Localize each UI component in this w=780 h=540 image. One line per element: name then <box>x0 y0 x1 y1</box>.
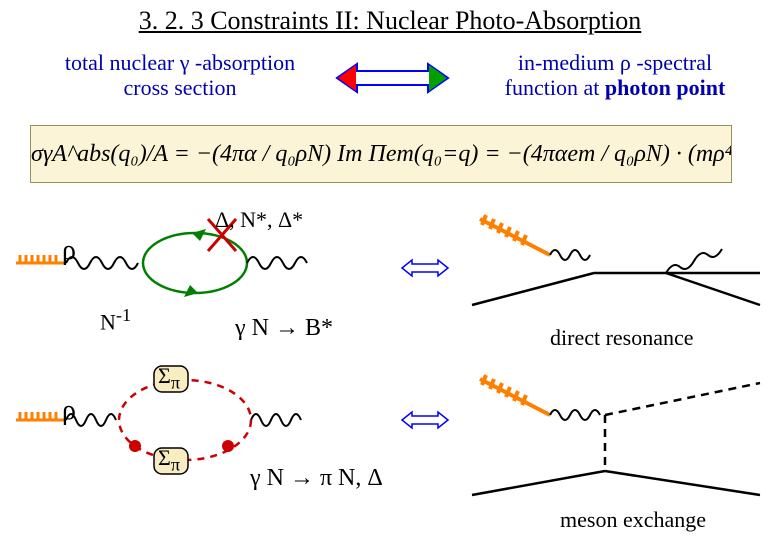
label-delta-nstar: Δ, N*, Δ* <box>215 207 303 233</box>
label-n-inverse: N-1 <box>100 305 131 335</box>
label-process-1: γ N → B* <box>235 315 333 342</box>
subtitle-left-line2: cross section <box>123 75 236 100</box>
label-n-inverse-base: N <box>100 309 116 334</box>
diagram-rho-resonance <box>10 205 390 375</box>
double-arrow-icon <box>335 58 450 98</box>
label-sigma-1-sym: Σ <box>158 363 171 388</box>
label-rho-2: ρ <box>62 395 76 427</box>
label-n-inverse-sup: -1 <box>116 305 131 325</box>
caption-direct-resonance: direct resonance <box>550 325 694 351</box>
small-arrow-icon-2 <box>400 407 450 433</box>
subtitle-right: in-medium ρ -spectral function at photon… <box>460 50 770 101</box>
subtitle-left-line1: total nuclear γ -absorption <box>65 50 295 75</box>
label-sigma-2-sym: Σ <box>158 445 171 470</box>
diagram-area: ρ Δ, N*, Δ* N-1 γ N → B* ρ Σπ <box>0 195 780 540</box>
subtitle-right-line2a: function at <box>505 75 605 100</box>
subtitle-right-line2b: photon point <box>605 75 725 100</box>
label-sigma-2-sub: π <box>171 454 180 474</box>
label-sigma-2: Σπ <box>158 445 180 475</box>
label-sigma-1-sub: π <box>171 372 180 392</box>
equation-box: σγA^abs(q₀)/A = −(4πα / q₀ρN) Im Πem(q₀=… <box>30 125 732 183</box>
subtitle-right-line1: in-medium ρ -spectral <box>518 50 712 75</box>
label-rho-1: ρ <box>62 235 76 267</box>
diagram-rho-meson-exchange <box>10 360 390 530</box>
small-arrow-icon-1 <box>400 255 450 281</box>
slide-title: 3. 2. 3 Constraints II: Nuclear Photo-Ab… <box>0 6 780 36</box>
label-process-2: γ N → π N, Δ <box>250 465 383 492</box>
subtitle-left: total nuclear γ -absorption cross sectio… <box>30 50 330 101</box>
caption-meson-exchange: meson exchange <box>560 507 706 533</box>
label-sigma-1: Σπ <box>158 363 180 393</box>
diagram-meson-exchange <box>460 365 770 525</box>
